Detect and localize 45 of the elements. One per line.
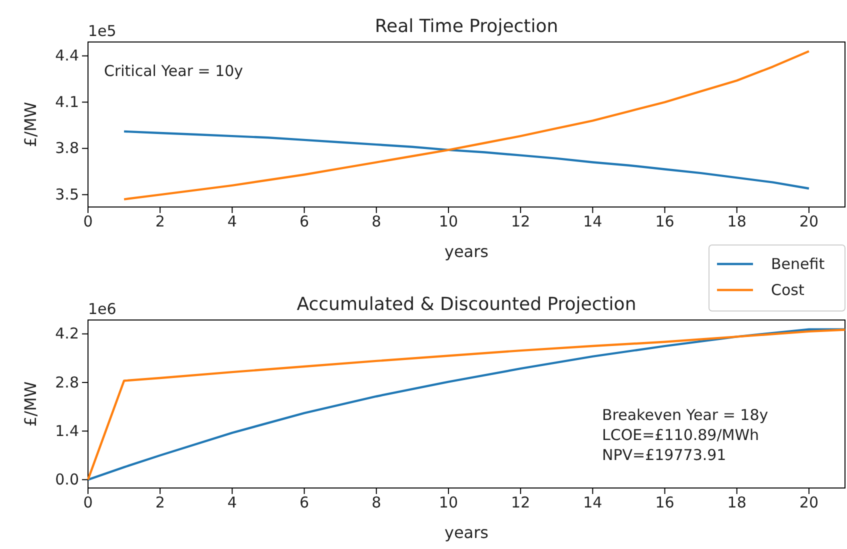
x-tick-label: 0 [83, 494, 93, 512]
y-tick-label: 2.8 [55, 373, 79, 392]
x-tick-label: 18 [727, 494, 746, 512]
x-tick-label: 14 [583, 212, 602, 231]
annotation: LCOE=£110.89/MWh [602, 426, 760, 444]
chart-title: Real Time Projection [374, 16, 558, 37]
x-tick-label: 16 [655, 212, 674, 231]
x-tick-label: 6 [300, 494, 310, 512]
y-axis-title: £/MW [21, 102, 40, 148]
x-tick-label: 10 [438, 494, 458, 512]
y-tick-label: 4.2 [55, 324, 79, 343]
x-axis-title: years [444, 523, 489, 542]
y-tick-label: 4.1 [55, 92, 79, 111]
annotation: Critical Year = 10y [104, 62, 244, 80]
chart-title: Accumulated & Discounted Projection [296, 294, 636, 315]
x-tick-label: 4 [227, 494, 237, 512]
annotation: Breakeven Year = 18y [602, 406, 768, 424]
x-tick-label: 8 [372, 494, 382, 512]
line-series [122, 130, 810, 190]
x-tick-label: 12 [511, 494, 530, 512]
x-tick-label: 10 [438, 212, 458, 231]
y-tick-label: 3.5 [55, 185, 79, 204]
x-tick-label: 0 [83, 212, 93, 231]
x-tick-label: 8 [372, 212, 382, 231]
annotation: NPV=£19773.91 [602, 446, 726, 464]
x-tick-label: 20 [799, 494, 818, 512]
legend-label: Cost [771, 281, 804, 299]
x-tick-label: 20 [799, 212, 818, 231]
y-tick-label: 4.4 [55, 46, 79, 65]
x-tick-label: 2 [155, 212, 165, 231]
x-axis-title: years [444, 242, 489, 261]
text: 1e6 [88, 300, 116, 318]
legend-label: Benefit [771, 255, 825, 273]
y-axis-title: £/MW [21, 381, 40, 427]
x-tick-label: 4 [227, 212, 237, 231]
y-tick-label: 0.0 [55, 470, 79, 488]
x-tick-label: 12 [511, 212, 530, 231]
y-tick-label: 3.8 [55, 139, 79, 158]
x-tick-label: 16 [655, 494, 674, 512]
text: 1e5 [88, 22, 116, 40]
x-tick-label: 18 [727, 212, 746, 231]
y-tick-label: 1.4 [55, 422, 79, 440]
x-tick-label: 6 [300, 212, 310, 231]
x-tick-label: 2 [155, 494, 165, 512]
x-tick-label: 14 [583, 494, 602, 512]
